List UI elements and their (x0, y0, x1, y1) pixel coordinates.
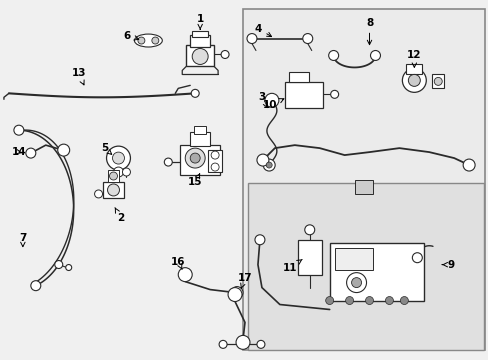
Bar (192, 31, 208, 37)
Circle shape (265, 162, 272, 168)
Ellipse shape (134, 34, 162, 47)
Text: 6: 6 (123, 31, 139, 41)
Circle shape (191, 89, 199, 97)
Circle shape (345, 297, 353, 305)
Circle shape (190, 153, 200, 163)
Text: 10: 10 (262, 99, 283, 110)
Bar (190, 35, 210, 46)
Bar (107, 170, 119, 182)
Circle shape (411, 253, 422, 263)
Text: 5: 5 (101, 143, 111, 154)
Circle shape (164, 158, 172, 166)
Text: 14: 14 (12, 147, 26, 157)
Circle shape (14, 125, 24, 135)
Circle shape (236, 336, 249, 349)
Text: 4: 4 (254, 24, 271, 37)
Circle shape (185, 148, 205, 168)
Circle shape (106, 146, 130, 170)
Circle shape (256, 154, 268, 166)
Circle shape (462, 159, 474, 171)
Bar (288, 72, 308, 82)
Circle shape (109, 172, 117, 180)
Bar (329, 243, 424, 301)
Bar (190, 132, 210, 146)
Text: 3: 3 (258, 92, 267, 108)
Bar (354, 180, 372, 194)
Circle shape (256, 340, 264, 348)
Circle shape (211, 151, 219, 159)
Bar (431, 75, 443, 88)
Text: 9: 9 (441, 260, 454, 270)
Bar (102, 182, 124, 198)
Circle shape (112, 152, 124, 164)
Circle shape (407, 75, 420, 86)
Circle shape (211, 163, 219, 171)
Text: 8: 8 (365, 18, 372, 45)
Circle shape (152, 37, 159, 44)
Text: 11: 11 (282, 260, 302, 273)
Text: 2: 2 (115, 208, 124, 223)
Circle shape (385, 297, 393, 305)
Circle shape (351, 278, 361, 288)
Bar (180, 145, 220, 175)
Circle shape (400, 297, 407, 305)
Bar (186, 45, 214, 67)
Circle shape (227, 288, 242, 302)
Circle shape (325, 297, 333, 305)
Circle shape (346, 273, 366, 293)
Circle shape (304, 225, 314, 235)
Circle shape (122, 168, 130, 176)
Circle shape (246, 33, 256, 44)
Text: 13: 13 (71, 68, 86, 85)
Circle shape (26, 148, 36, 158)
Circle shape (113, 167, 123, 177)
Circle shape (94, 190, 102, 198)
Text: 7: 7 (19, 233, 26, 247)
Bar (334, 248, 372, 270)
Circle shape (302, 33, 312, 44)
Circle shape (219, 340, 226, 348)
Circle shape (107, 184, 119, 196)
Text: 17: 17 (237, 273, 252, 288)
Circle shape (58, 144, 69, 156)
Text: 12: 12 (406, 50, 421, 67)
Bar (297, 240, 321, 275)
Bar (243, 9, 484, 350)
Circle shape (433, 77, 441, 85)
Bar (194, 126, 206, 134)
Circle shape (402, 68, 426, 92)
Circle shape (263, 159, 275, 171)
Circle shape (138, 37, 144, 44)
Circle shape (192, 49, 208, 64)
Circle shape (328, 50, 338, 60)
Text: 15: 15 (187, 174, 202, 187)
Circle shape (370, 50, 380, 60)
Circle shape (264, 93, 278, 107)
Circle shape (65, 265, 72, 270)
Circle shape (365, 297, 373, 305)
Bar (285, 82, 322, 108)
Bar (406, 64, 422, 75)
Circle shape (221, 50, 228, 58)
Circle shape (230, 287, 243, 298)
Text: 1: 1 (196, 14, 203, 29)
Text: 16: 16 (171, 257, 185, 270)
Circle shape (55, 261, 62, 269)
Bar (208, 150, 222, 172)
Circle shape (178, 268, 192, 282)
Circle shape (254, 235, 264, 245)
Bar (247, 183, 483, 350)
Circle shape (330, 90, 338, 98)
Circle shape (31, 281, 41, 291)
